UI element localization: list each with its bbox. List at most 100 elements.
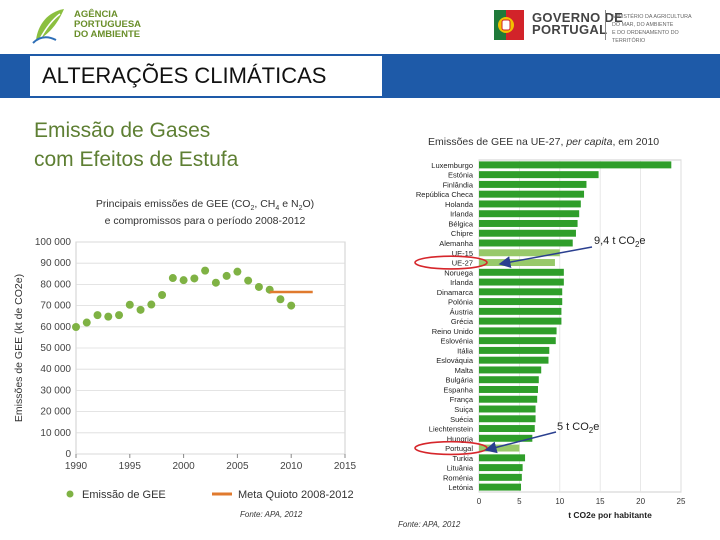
gov-name: GOVERNO DE PORTUGAL [532,11,623,37]
x-tick-label: 0 [477,497,482,506]
left-chart-source: Fonte: APA, 2012 [240,510,303,519]
category-label: Lituânia [447,464,474,473]
apa-line-3: DO AMBIENTE [74,29,141,40]
apa-leaf-logo [32,9,64,44]
bar [479,415,536,423]
category-label: Portugal [445,444,473,453]
x-tick-label: 20 [636,497,645,506]
y-tick-label: 10 000 [40,428,71,439]
emission-point [136,305,145,314]
title-subscript: 4 [275,205,280,213]
annotation-subscript: 2 [588,426,594,436]
portugal-coat-of-arms-logo [494,10,524,40]
header: AGÊNCIA PORTUGUESA DO AMBIENTE GOVERNO D… [0,0,720,52]
title-part: O) [302,198,315,210]
title-part-italic: per capita [566,136,613,148]
bar [479,405,536,413]
category-label: UE-27 [452,259,473,268]
category-label: UE-15 [452,249,473,258]
category-label: Polónia [448,298,474,307]
apa-line-2: PORTUGUESA [74,19,142,30]
subtitle-line-2: com Efeitos de Estufa [34,148,239,171]
eu-per-capita-chart: 0 5 10 15 20 25 LuxemburgoEstóniaFinlândiaRepú… [414,159,686,520]
bar [479,259,555,267]
ministry-line-3: E DO ORDENAMENTO DO TERRITÓRIO [612,30,679,44]
emission-point [201,266,210,275]
x-tick-label: 2000 [172,461,195,472]
bar [479,483,522,491]
right-chart-title: Emissões de GEE na UE-27, per capita, em… [428,136,718,148]
emission-point [72,323,80,332]
slide-subtitle: Emissão de Gases com Efeitos de Estufa [34,116,238,174]
bar [479,473,522,481]
annotation-text: 9,4 t CO [594,235,635,247]
category-label: Roménia [443,473,474,482]
category-label: Reino Unido [432,327,473,336]
title-part: Emissões de GEE na UE-27, [428,136,567,148]
y-tick-label: 30 000 [40,385,71,396]
annotation-text: 5 t CO [557,421,589,433]
category-label: Hungria [447,434,474,443]
title-part: e N [279,198,299,210]
category-label: Eslovénia [440,337,473,346]
x-tick-label: 25 [677,497,686,506]
emission-point [211,278,220,287]
y-tick-label: 80 000 [40,279,71,290]
apa-name: AGÊNCIA PORTUGUESA DO AMBIENTE [74,10,141,40]
category-label: Letónia [448,483,473,492]
category-label: Suécia [450,415,474,424]
header-divider [605,10,606,40]
bar [479,249,560,257]
apa-line-1: AGÊNCIA [74,9,118,20]
y-tick-label: 90 000 [40,258,71,269]
bar [479,229,576,237]
bar [479,425,535,433]
gov-line-2: PORTUGAL [532,22,608,37]
category-label: Espanha [443,385,473,394]
legend-label-kyoto: Meta Quioto 2008-2012 [238,489,354,501]
y-axis-label: Emissões de GEE (kt de CO2e) [13,274,25,422]
x-tick-label: 15 [596,497,605,506]
bar [479,190,585,198]
title-subscript: 2 [298,205,303,213]
emission-point [190,274,199,283]
ghg-emissions-chart: 0 10 000 20 000 30 000 40 000 50 000 60 000 70 … [13,237,357,501]
category-label: Chipre [451,229,473,238]
annotation-text: e [593,421,600,433]
bar [479,171,599,179]
category-label: Alemanha [439,239,474,248]
left-chart-title: Principais emissões de GEE (CO2, CH4 e N… [70,198,340,228]
category-label: Eslováquia [436,356,474,365]
bar [479,161,672,169]
title-part: , CH [254,198,276,210]
emission-point [125,300,134,309]
bar [479,210,580,218]
emission-point [244,276,253,285]
x-tick-label: 2015 [334,461,357,472]
category-label: Estónia [448,171,474,180]
plot-area [478,159,682,493]
left-chart-title-line-1: Principais emissões de GEE (CO2, CH4 e N… [70,198,340,215]
category-label: Turkia [452,454,473,463]
bar [479,219,578,227]
y-tick-label: 50 000 [40,343,71,354]
x-tick-label: 1995 [119,461,142,472]
category-label: Grécia [451,317,474,326]
category-label: República Checa [416,190,474,199]
category-label: Noruega [444,268,474,277]
emission-point [82,318,91,327]
emission-point [168,274,177,283]
emission-point [222,271,231,280]
emission-point [115,311,124,320]
category-label: Bélgica [448,219,473,228]
emission-point [147,300,156,309]
emission-point [233,267,242,276]
y-tick-label: 60 000 [40,322,71,333]
bar [479,180,587,188]
annotation-subscript: 2 [634,240,640,250]
emission-point [287,301,296,310]
y-tick-label: 70 000 [40,301,71,312]
bar [479,200,581,208]
y-tick-label: 20 000 [40,407,71,418]
bar [479,327,557,335]
